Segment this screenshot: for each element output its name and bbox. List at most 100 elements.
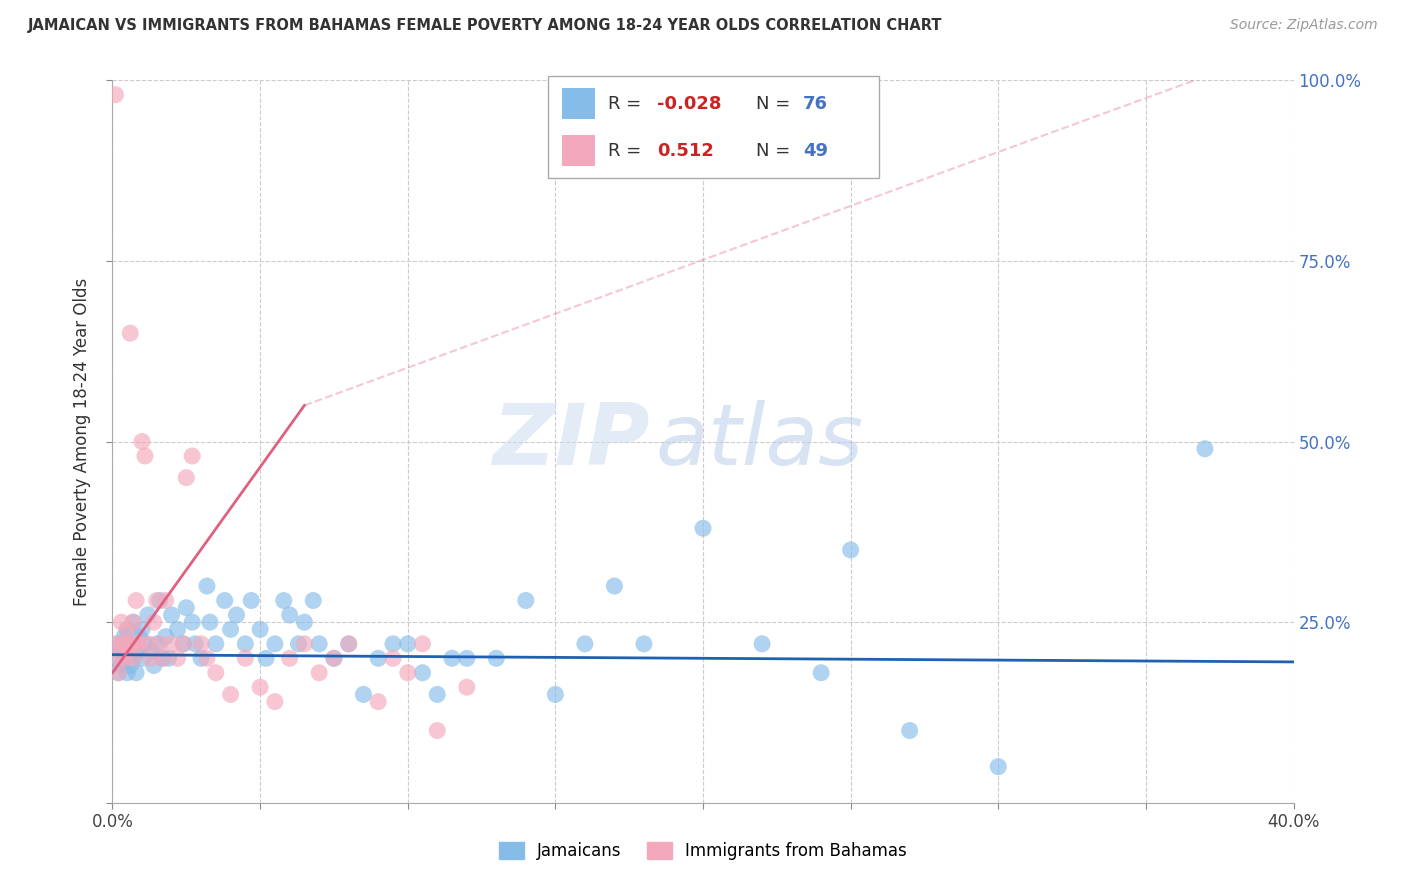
Point (240, 593, 263, 607)
Point (104, 87, 127, 102)
Point (110, 644, 132, 658)
Point (160, 607, 183, 622)
Legend: Jamaicans, Immigrants from Bahamas: Jamaicans, Immigrants from Bahamas (492, 835, 914, 867)
Point (128, 637, 150, 651)
Point (515, 593, 537, 607)
Point (107, 665, 129, 680)
Point (120, 658, 142, 673)
Point (456, 651, 478, 665)
Point (152, 651, 174, 665)
Point (112, 651, 135, 665)
Point (134, 449, 156, 463)
Point (128, 644, 150, 658)
Point (205, 637, 228, 651)
Point (181, 615, 204, 630)
Point (122, 615, 145, 630)
Point (142, 658, 165, 673)
Point (122, 615, 145, 630)
Text: R =: R = (607, 95, 647, 112)
Point (125, 637, 148, 651)
Point (987, 760, 1010, 774)
Point (692, 521, 714, 535)
Point (104, 637, 127, 651)
Point (181, 449, 204, 463)
Point (125, 637, 148, 651)
Point (278, 607, 301, 622)
Point (367, 651, 389, 665)
Point (205, 665, 228, 680)
Text: Source: ZipAtlas.com: Source: ZipAtlas.com (1230, 18, 1378, 32)
Point (195, 579, 218, 593)
Point (174, 600, 197, 615)
Point (120, 326, 142, 340)
FancyBboxPatch shape (548, 76, 879, 178)
Point (249, 623, 271, 637)
Point (190, 637, 212, 651)
Point (125, 665, 148, 680)
Point (117, 637, 138, 651)
Point (382, 637, 405, 651)
Y-axis label: Female Poverty Among 18-24 Year Olds: Female Poverty Among 18-24 Year Olds (73, 277, 91, 606)
Point (456, 680, 478, 694)
Point (112, 637, 135, 651)
Point (136, 637, 159, 651)
Point (172, 637, 194, 651)
Point (352, 687, 374, 701)
Point (112, 651, 135, 665)
Point (112, 630, 135, 644)
Text: 49: 49 (803, 142, 828, 160)
Point (117, 644, 138, 658)
Point (219, 687, 242, 701)
Text: N =: N = (756, 95, 796, 112)
Point (214, 593, 236, 607)
Point (149, 637, 172, 651)
Point (544, 687, 567, 701)
Point (292, 637, 315, 651)
Point (426, 723, 449, 738)
Point (810, 665, 832, 680)
Text: -0.028: -0.028 (658, 95, 721, 112)
Text: R =: R = (607, 142, 647, 160)
Point (249, 680, 271, 694)
Point (139, 644, 162, 658)
Point (155, 593, 177, 607)
Point (367, 695, 389, 709)
Point (125, 593, 148, 607)
Point (898, 723, 921, 738)
Text: atlas: atlas (655, 400, 863, 483)
Point (264, 637, 287, 651)
Point (382, 651, 405, 665)
Point (287, 637, 309, 651)
Text: JAMAICAN VS IMMIGRANTS FROM BAHAMAS FEMALE POVERTY AMONG 18-24 YEAR OLDS CORRELA: JAMAICAN VS IMMIGRANTS FROM BAHAMAS FEMA… (28, 18, 942, 33)
Point (110, 637, 132, 651)
Point (323, 651, 346, 665)
Point (122, 651, 145, 665)
Point (155, 630, 177, 644)
Point (292, 615, 315, 630)
Point (219, 623, 242, 637)
Point (839, 542, 862, 557)
Point (233, 651, 256, 665)
Point (122, 651, 145, 665)
Point (396, 665, 419, 680)
Point (174, 470, 197, 484)
Point (337, 637, 360, 651)
Point (157, 651, 180, 665)
Point (184, 637, 207, 651)
Point (603, 579, 626, 593)
Point (225, 607, 247, 622)
Point (136, 607, 159, 622)
Point (198, 615, 221, 630)
Point (1194, 442, 1216, 456)
Point (117, 665, 138, 680)
Point (323, 651, 346, 665)
Point (337, 637, 360, 651)
Point (128, 630, 150, 644)
Point (485, 651, 508, 665)
Point (411, 637, 433, 651)
Point (152, 651, 174, 665)
Point (149, 593, 172, 607)
Point (107, 651, 129, 665)
Point (166, 623, 188, 637)
Point (146, 593, 169, 607)
